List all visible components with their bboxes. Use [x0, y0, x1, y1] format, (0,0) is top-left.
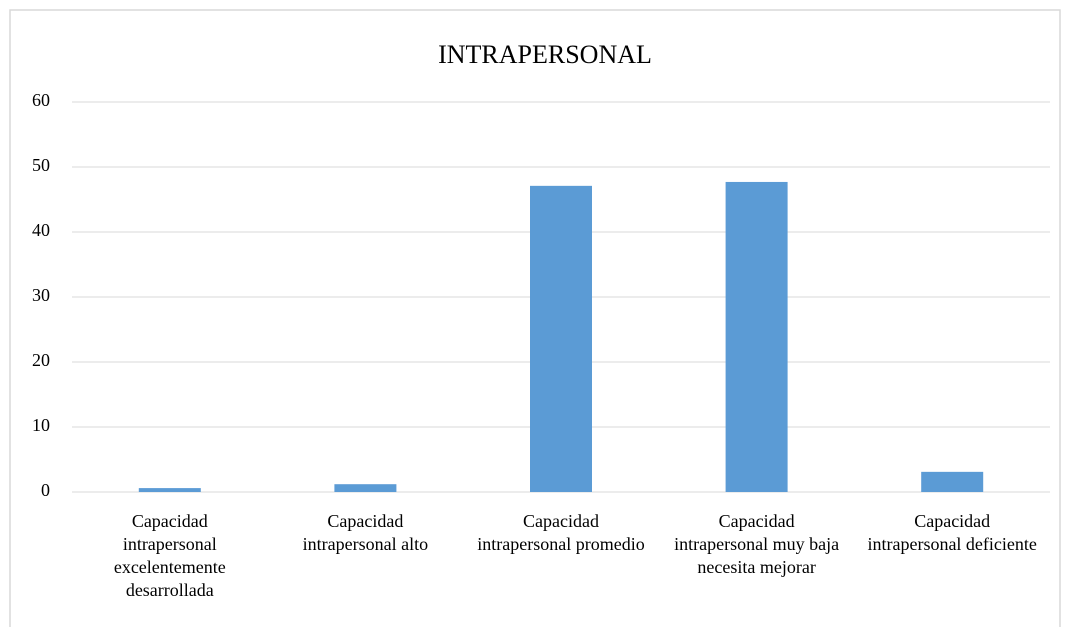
bar — [530, 185, 592, 492]
x-tick-label: Capacidad intrapersonal alto — [302, 511, 429, 554]
chart-title: INTRAPERSONAL — [438, 40, 652, 69]
y-tick-label: 10 — [32, 415, 50, 435]
x-tick-label: Capacidad intrapersonal muy baja necesit… — [674, 511, 840, 577]
y-tick-label: 50 — [32, 155, 50, 175]
x-tick-label: Capacidad intrapersonal excelentemente d… — [113, 511, 226, 600]
chart-border — [9, 9, 1061, 627]
y-tick-label: 40 — [32, 220, 50, 240]
bar — [138, 488, 201, 492]
y-tick-label: 30 — [32, 285, 50, 305]
bar — [725, 181, 788, 492]
y-tick-label: 20 — [32, 350, 50, 370]
x-tick-label: Capacidad intrapersonal promedio — [477, 511, 645, 554]
bar — [921, 471, 984, 492]
bar — [334, 484, 397, 492]
y-tick-label: 0 — [41, 480, 50, 500]
x-tick-label: Capacidad intrapersonal deficiente — [867, 511, 1037, 554]
y-tick-label: 60 — [32, 90, 50, 110]
